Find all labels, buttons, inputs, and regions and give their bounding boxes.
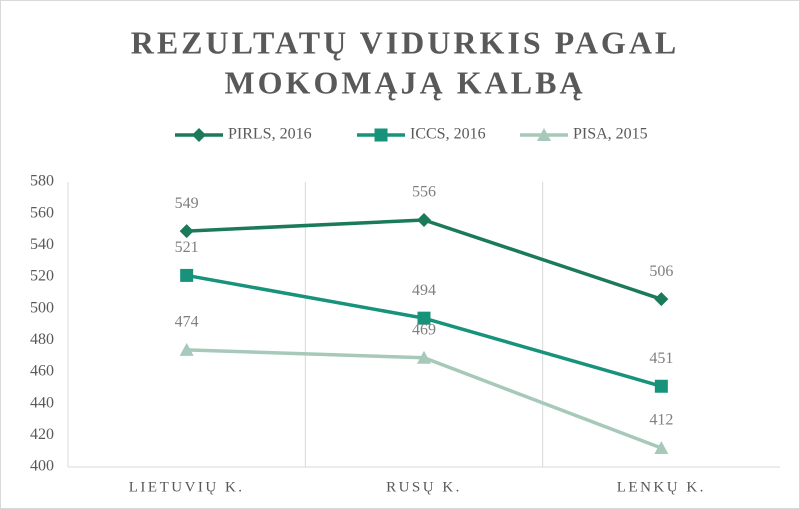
- x-tick-label: LIETUVIŲ K.: [129, 479, 245, 495]
- marker: [417, 213, 431, 227]
- legend-marker: [374, 128, 388, 142]
- y-tick-label: 540: [30, 236, 54, 253]
- data-label: 549: [175, 195, 199, 212]
- data-label: 474: [175, 314, 199, 331]
- chart-title: MOKOMĄJĄ KALBĄ: [224, 64, 585, 100]
- y-tick-label: 400: [30, 458, 54, 475]
- y-tick-label: 560: [30, 204, 54, 221]
- data-label: 521: [175, 239, 199, 256]
- data-label: 494: [412, 282, 436, 299]
- data-label: 469: [412, 321, 436, 338]
- data-label: 506: [649, 263, 673, 280]
- marker: [180, 268, 194, 282]
- marker: [654, 441, 669, 454]
- legend-label: ICCS, 2016: [410, 126, 486, 143]
- data-label: 412: [649, 412, 673, 429]
- chart-title: REZULTATŲ VIDURKIS PAGAL: [131, 24, 680, 60]
- legend-marker: [537, 128, 551, 141]
- y-tick-label: 440: [30, 394, 54, 411]
- marker: [654, 379, 668, 393]
- data-label: 556: [412, 184, 436, 201]
- marker: [179, 342, 194, 356]
- y-tick-label: 580: [30, 173, 54, 190]
- y-tick-label: 420: [30, 426, 54, 443]
- y-tick-label: 460: [30, 363, 54, 380]
- legend-label: PISA, 2015: [573, 126, 648, 143]
- marker: [179, 224, 194, 239]
- x-tick-label: RUSŲ K.: [386, 479, 462, 495]
- x-tick-label: LENKŲ K.: [617, 479, 706, 495]
- data-label: 451: [649, 350, 673, 367]
- legend-label: PIRLS, 2016: [228, 126, 312, 143]
- legend-marker: [192, 128, 206, 142]
- y-tick-label: 500: [30, 299, 54, 316]
- marker: [417, 350, 431, 364]
- y-tick-label: 520: [30, 268, 54, 285]
- marker: [417, 311, 431, 325]
- marker: [654, 292, 669, 307]
- y-tick-label: 480: [30, 331, 54, 348]
